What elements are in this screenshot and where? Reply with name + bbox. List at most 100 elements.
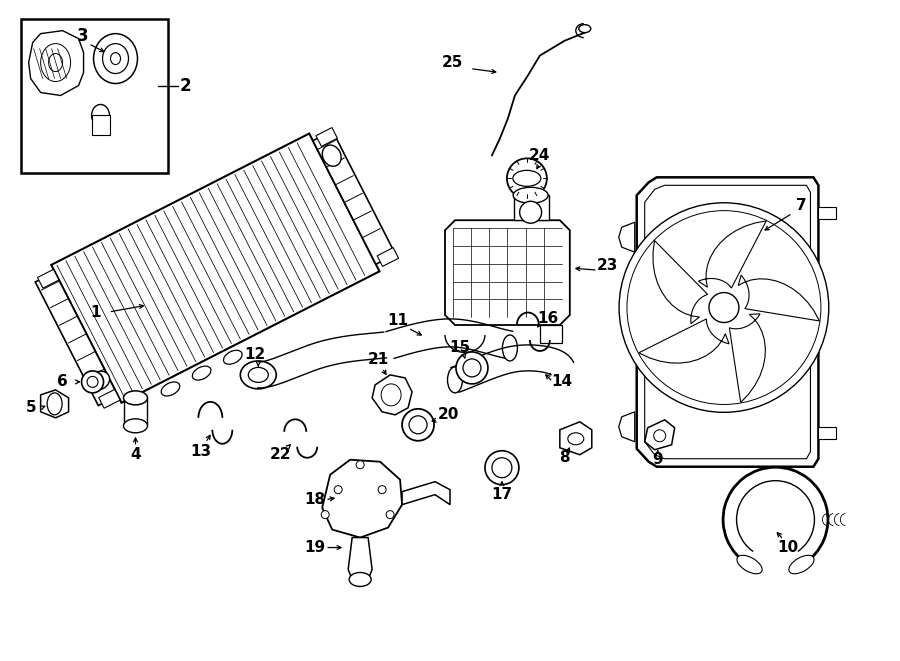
Ellipse shape [123,419,148,433]
Ellipse shape [410,416,427,434]
Ellipse shape [502,335,518,361]
Bar [38,270,58,288]
Polygon shape [639,319,729,363]
Text: 13: 13 [190,444,211,459]
Ellipse shape [87,376,98,387]
Bar [123,398,148,426]
Ellipse shape [619,203,829,412]
Text: 5: 5 [25,401,36,415]
Ellipse shape [513,171,541,186]
Text: 4: 4 [130,447,140,462]
Ellipse shape [789,555,814,574]
Ellipse shape [579,24,590,32]
Bar [21,19,168,173]
Polygon shape [29,30,84,95]
Ellipse shape [568,433,584,445]
Text: 22: 22 [269,447,291,462]
Ellipse shape [94,34,138,83]
Polygon shape [653,241,707,324]
Text: 7: 7 [796,198,806,213]
Ellipse shape [456,352,488,384]
Bar [377,248,399,266]
Ellipse shape [485,451,519,485]
Ellipse shape [447,367,463,393]
Ellipse shape [709,293,739,323]
Polygon shape [402,482,450,504]
Ellipse shape [507,159,547,198]
Text: 12: 12 [245,348,266,362]
Ellipse shape [356,461,365,469]
Polygon shape [445,220,570,325]
Text: 6: 6 [58,374,68,389]
Ellipse shape [322,145,341,167]
Bar [313,131,395,264]
Polygon shape [386,319,513,359]
Ellipse shape [653,430,666,442]
Polygon shape [560,422,592,455]
Text: 14: 14 [552,374,572,389]
Text: 23: 23 [597,258,618,272]
Text: 11: 11 [388,313,409,327]
Text: 3: 3 [76,26,88,45]
Polygon shape [322,460,402,537]
Ellipse shape [349,572,371,586]
Text: 24: 24 [529,148,551,163]
Polygon shape [40,390,68,418]
Polygon shape [618,412,634,442]
Bar [51,134,380,403]
Text: 16: 16 [537,311,559,325]
Text: 9: 9 [652,452,663,467]
Ellipse shape [519,201,542,223]
Polygon shape [618,222,634,252]
Polygon shape [698,221,766,288]
Ellipse shape [103,44,129,73]
Text: 10: 10 [777,540,798,555]
Polygon shape [348,537,372,580]
Ellipse shape [240,361,276,389]
Text: 25: 25 [441,55,463,70]
Ellipse shape [193,366,211,380]
Bar [540,325,562,343]
Text: 8: 8 [560,450,570,465]
Text: 18: 18 [304,492,326,507]
Ellipse shape [123,391,148,405]
Polygon shape [257,332,386,388]
Ellipse shape [386,510,394,519]
Text: 17: 17 [491,487,512,502]
Ellipse shape [737,555,762,574]
Ellipse shape [463,359,481,377]
Bar [316,128,338,146]
Ellipse shape [378,486,386,494]
Ellipse shape [111,53,121,65]
Ellipse shape [161,382,180,396]
Polygon shape [729,314,765,403]
Polygon shape [636,177,818,467]
Bar [514,195,549,220]
Polygon shape [644,420,675,449]
Text: 21: 21 [367,352,389,368]
Text: 15: 15 [449,340,471,356]
Bar [92,116,110,136]
Polygon shape [451,345,573,392]
Ellipse shape [402,409,434,441]
Ellipse shape [513,187,548,204]
Ellipse shape [47,393,62,415]
Ellipse shape [334,486,342,494]
Bar [818,427,836,439]
Ellipse shape [223,350,242,364]
Ellipse shape [492,457,512,478]
Ellipse shape [82,371,104,393]
Ellipse shape [92,104,110,126]
Text: 19: 19 [304,540,326,555]
Text: 2: 2 [180,77,191,95]
Bar [99,389,120,408]
Polygon shape [372,375,412,415]
Text: 20: 20 [437,407,459,422]
Ellipse shape [88,371,110,390]
FancyBboxPatch shape [35,272,118,406]
Polygon shape [738,275,819,321]
Ellipse shape [248,368,268,383]
Bar [818,208,836,219]
Ellipse shape [321,510,329,519]
Text: 1: 1 [90,305,101,319]
